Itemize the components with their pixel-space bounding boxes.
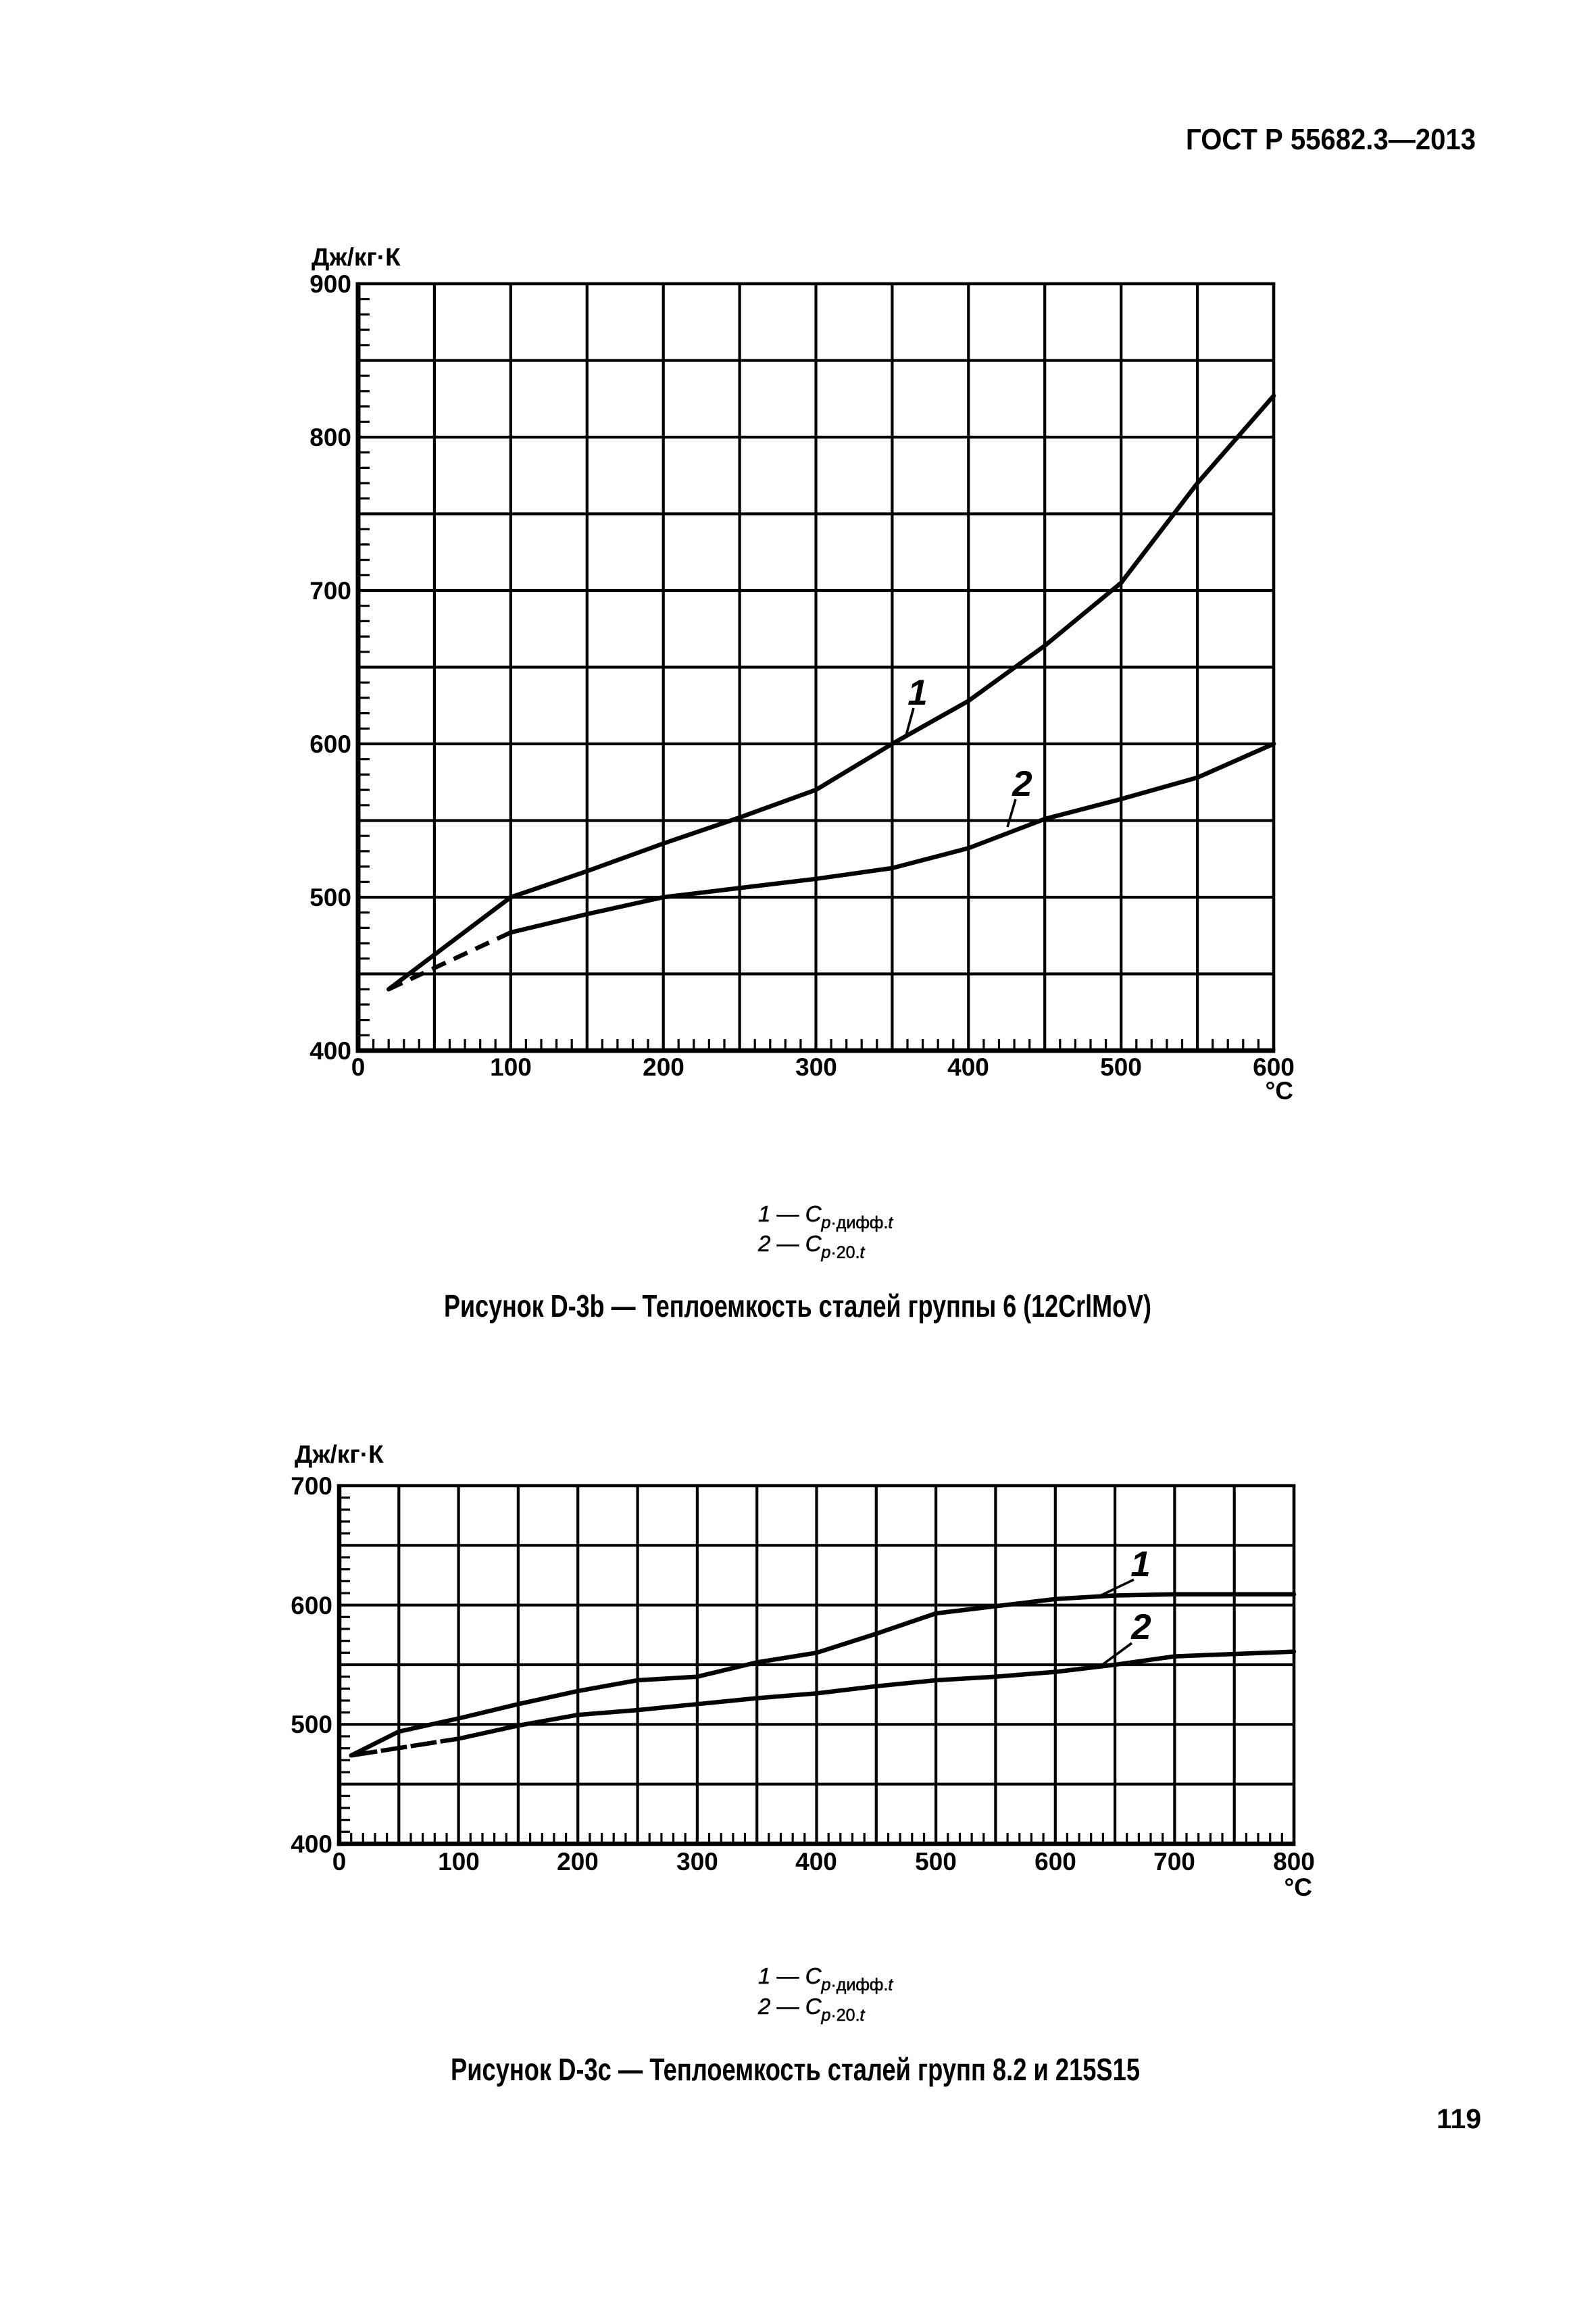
svg-text:800: 800 (309, 424, 351, 451)
svg-text:Рисунок D-3b — Теплоемкость ст: Рисунок D-3b — Теплоемкость сталей групп… (444, 1288, 1151, 1324)
svg-text:700: 700 (1153, 1848, 1195, 1876)
svg-text:200: 200 (643, 1053, 684, 1081)
svg-text:500: 500 (1100, 1053, 1142, 1081)
svg-text:200: 200 (557, 1848, 599, 1876)
svg-text:°C: °C (1284, 1873, 1312, 1901)
svg-text:600: 600 (309, 730, 351, 758)
svg-text:600: 600 (1253, 1053, 1295, 1081)
svg-text:500: 500 (291, 1711, 332, 1738)
svg-text:Дж/кг·К: Дж/кг·К (311, 243, 401, 271)
svg-text:2: 2 (1012, 764, 1032, 804)
svg-text:700: 700 (291, 1472, 332, 1500)
svg-text:ГОСТ Р 55682.3—2013: ГОСТ Р 55682.3—2013 (1186, 123, 1476, 156)
svg-text:300: 300 (676, 1848, 718, 1876)
svg-text:400: 400 (947, 1053, 989, 1081)
svg-text:1 — Cр·дифф.t: 1 — Cр·дифф.t (758, 1201, 893, 1232)
svg-text:500: 500 (915, 1848, 957, 1876)
svg-text:2: 2 (1130, 1607, 1151, 1647)
svg-text:119: 119 (1437, 2103, 1481, 2134)
svg-text:Рисунок D-3c — Теплоемкость ст: Рисунок D-3c — Теплоемкость сталей групп… (451, 2052, 1140, 2087)
svg-text:700: 700 (309, 577, 351, 605)
svg-text:600: 600 (1034, 1848, 1076, 1876)
svg-text:400: 400 (291, 1830, 332, 1858)
svg-text:1: 1 (1130, 1544, 1150, 1584)
svg-text:100: 100 (438, 1848, 480, 1876)
svg-text:300: 300 (795, 1053, 837, 1081)
svg-text:1: 1 (907, 673, 927, 713)
svg-text:°C: °C (1265, 1077, 1293, 1105)
svg-text:0: 0 (351, 1053, 366, 1081)
svg-text:400: 400 (795, 1848, 837, 1876)
svg-text:800: 800 (1273, 1848, 1315, 1876)
svg-text:600: 600 (291, 1592, 332, 1619)
svg-text:400: 400 (309, 1037, 351, 1065)
svg-text:900: 900 (309, 270, 351, 298)
svg-text:Дж/кг·К: Дж/кг·К (295, 1440, 384, 1468)
svg-text:500: 500 (309, 884, 351, 911)
svg-text:100: 100 (490, 1053, 532, 1081)
svg-text:0: 0 (332, 1848, 347, 1876)
